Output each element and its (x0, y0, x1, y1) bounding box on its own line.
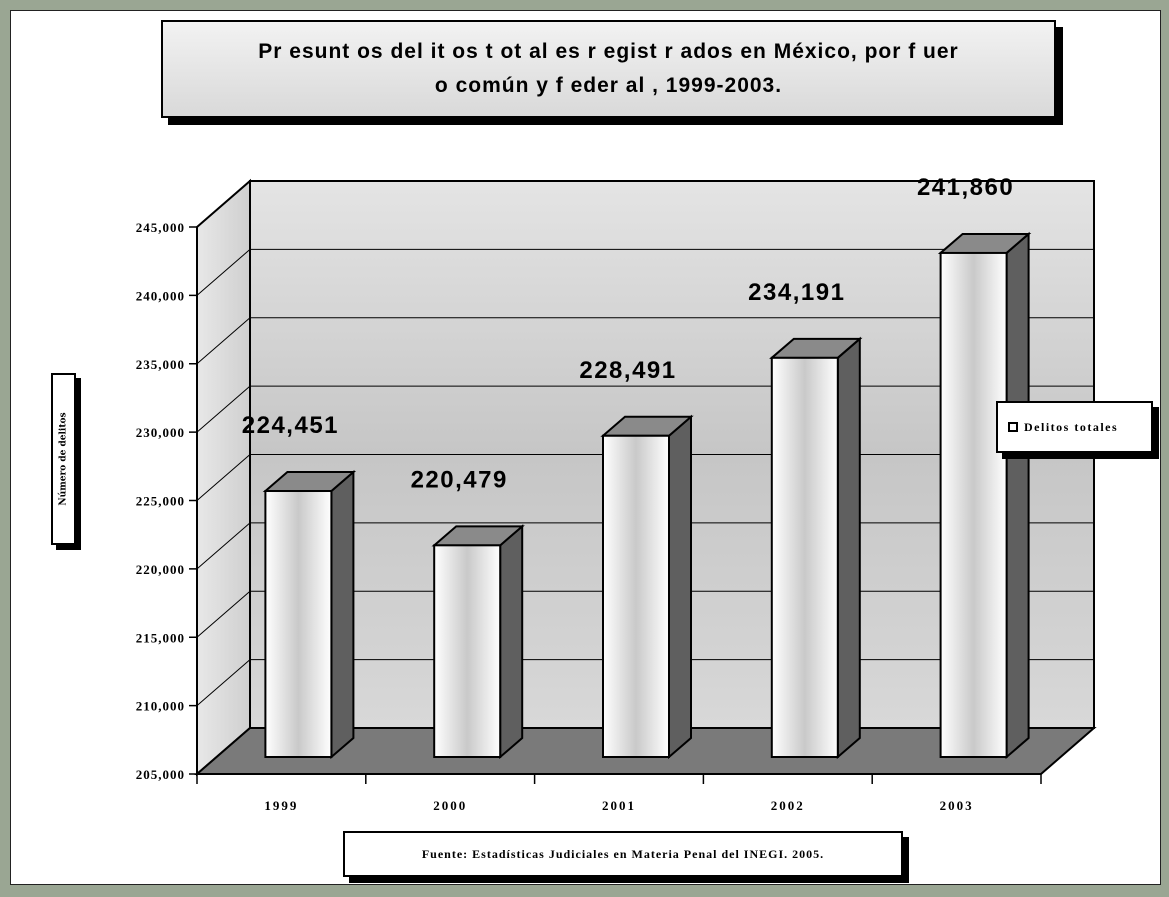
bar (264, 490, 333, 758)
y-tick-label: 225,000 (136, 494, 185, 509)
y-tick-label: 205,000 (136, 767, 185, 782)
chart-frame: Pr esunt os del it os t ot al es r egist… (10, 10, 1161, 885)
y-tick-label: 220,000 (136, 562, 185, 577)
gridline-side (196, 180, 251, 228)
gridline-side (196, 385, 251, 433)
source-note-box: Fuente: Estadísticas Judiciales en Mater… (343, 831, 903, 877)
y-axis-label-box: Número de delitos (51, 373, 76, 545)
gridline-side (196, 590, 251, 638)
data-label: 241,860 (917, 174, 1014, 201)
bar-side (330, 469, 355, 760)
chart-title: Pr esunt os del it os t ot al es r egist… (258, 40, 959, 97)
data-labels: 224,451 220,479 228,491 234,191 241,860 (242, 174, 1014, 493)
bar (433, 544, 502, 758)
source-note: Fuente: Estadísticas Judiciales en Mater… (421, 846, 825, 861)
chart-title-box: Pr esunt os del it os t ot al es r egist… (161, 20, 1056, 118)
legend-label: Delitos totales (1024, 419, 1119, 434)
y-tick-label: 210,000 (136, 699, 185, 714)
y-tick-label: 235,000 (136, 357, 185, 372)
x-tick-label: 2000 (433, 798, 467, 813)
x-tick-label: 2002 (771, 798, 805, 813)
bar-1999 (262, 469, 357, 760)
bar (770, 356, 839, 758)
x-axis: 1999 2000 2001 2002 2003 (196, 773, 1042, 813)
bar-side (836, 336, 861, 760)
gridline-side (196, 317, 251, 365)
x-tick-label: 2003 (940, 798, 974, 813)
data-label: 234,191 (748, 279, 845, 306)
data-label: 220,479 (411, 466, 508, 493)
y-tick-label: 245,000 (136, 220, 185, 235)
x-tick-label: 1999 (264, 798, 298, 813)
bar-2000 (431, 524, 525, 760)
gridline-side (196, 522, 251, 570)
legend-swatch (1008, 422, 1018, 432)
gridline-side (196, 454, 251, 501)
x-tick-label: 2001 (602, 798, 636, 813)
y-axis-label: Número de delitos (58, 412, 69, 506)
gridline-side (196, 659, 251, 707)
bar (939, 251, 1008, 758)
legend: Delitos totales (996, 401, 1153, 453)
bar-2003 (937, 231, 1032, 760)
bar-side (499, 524, 524, 760)
y-tick-label: 240,000 (136, 288, 185, 303)
chart-plot: 205,000 210,000 215,000 220,000 225,000 230,0… (136, 174, 1097, 813)
data-label: 228,491 (579, 357, 676, 384)
bar-series (262, 231, 1032, 760)
y-tick-label: 230,000 (136, 425, 185, 440)
y-tick-label: 215,000 (136, 630, 185, 645)
gridline-side (196, 248, 251, 296)
bar-2001 (600, 414, 694, 760)
data-label: 224,451 (242, 412, 339, 439)
bar-side (668, 414, 692, 760)
bar (602, 434, 670, 758)
y-axis: 205,000 210,000 215,000 220,000 225,000 230,0… (136, 220, 198, 782)
bar-2002 (769, 336, 863, 760)
bar-side (1005, 231, 1030, 760)
